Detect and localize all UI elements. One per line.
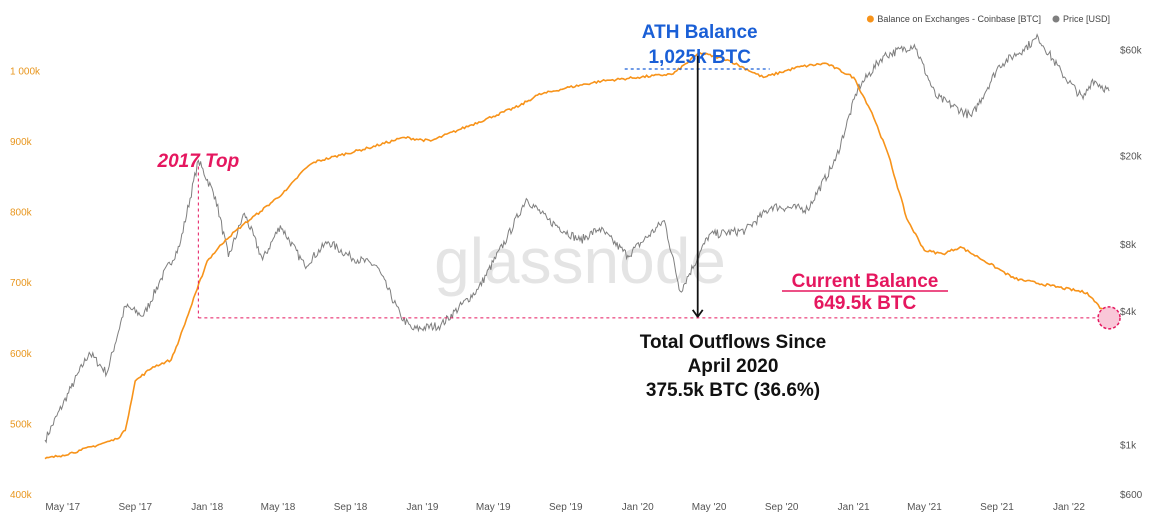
legend-label: Price [USD]	[1063, 14, 1110, 24]
right-axis-tick-label: $20k	[1120, 152, 1143, 163]
left-axis-tick-label: 600k	[10, 349, 33, 360]
series-line-price	[44, 33, 1110, 444]
legend-label: Balance on Exchanges - Coinbase [BTC]	[877, 14, 1041, 24]
left-axis-tick-label: 500k	[10, 419, 33, 430]
x-axis-tick-label: Sep '21	[980, 502, 1014, 513]
x-axis: May '17 Sep '17 Jan '18 May '18 Sep '18 Jan '…	[45, 502, 1085, 513]
x-axis-tick-label: Jan '22	[1053, 502, 1085, 513]
left-axis-tick-label: 700k	[10, 278, 33, 289]
left-axis-tick-label: 800k	[10, 208, 33, 219]
x-axis-tick-label: May '21	[907, 502, 942, 513]
x-axis-tick-label: Jan '21	[838, 502, 870, 513]
x-axis-tick-label: Jan '20	[622, 502, 654, 513]
current-balance-marker	[1097, 306, 1121, 330]
x-axis-tick-label: Sep '17	[118, 502, 152, 513]
legend: Price [USD] Balance on Exchanges - Coinba…	[866, 14, 1110, 24]
x-axis-tick-label: Sep '20	[765, 502, 799, 513]
x-axis-tick-label: May '18	[261, 502, 296, 513]
x-axis-tick-label: May '19	[476, 502, 511, 513]
right-axis-tick-label: $1k	[1120, 441, 1137, 452]
series-layer	[44, 33, 1110, 460]
x-axis-tick-label: Jan '18	[191, 502, 223, 513]
left-axis-tick-label: 1 000k	[10, 66, 41, 77]
outflow-text-line1: Total Outflows Since	[640, 332, 827, 353]
right-axis-tick-label: $600	[1120, 490, 1143, 501]
x-axis-tick-label: Sep '19	[549, 502, 583, 513]
left-axis-tick-label: 400k	[10, 490, 33, 501]
x-axis-tick-label: May '17	[45, 502, 80, 513]
right-axis-tick-label: $4k	[1120, 307, 1137, 318]
x-axis-tick-label: Jan '19	[407, 502, 439, 513]
watermark: glassnode	[434, 225, 726, 297]
outflow-text-line3: 375.5k BTC (36.6%)	[646, 380, 820, 401]
outflow-text-line2: April 2020	[688, 356, 779, 377]
series-line-balance	[44, 51, 1110, 460]
x-axis-tick-label: Sep '18	[334, 502, 368, 513]
annotation-layer: ATH Balance 1,025k BTC 2017 Top Current …	[157, 22, 1121, 401]
current-balance-title: Current Balance	[792, 271, 939, 292]
right-axis-tick-label: $8k	[1120, 240, 1137, 251]
ath-balance-title: ATH Balance	[642, 22, 758, 43]
left-y-axis: 400k 500k 600k 700k 800k 900k 1 000k	[10, 66, 41, 501]
left-axis-tick-label: 900k	[10, 137, 33, 148]
outflow-arrow-head	[691, 309, 704, 319]
ath-balance-value: 1,025k BTC	[648, 47, 751, 68]
legend-swatch	[1052, 15, 1060, 23]
right-y-axis: $600 $1k $4k $8k $20k $60k	[1120, 46, 1143, 501]
x-axis-tick-label: May '20	[692, 502, 727, 513]
right-axis-tick-label: $60k	[1120, 46, 1143, 57]
legend-swatch	[866, 15, 874, 23]
current-balance-value: 649.5k BTC	[814, 293, 917, 314]
2017-top-label: 2017 Top	[157, 151, 240, 172]
